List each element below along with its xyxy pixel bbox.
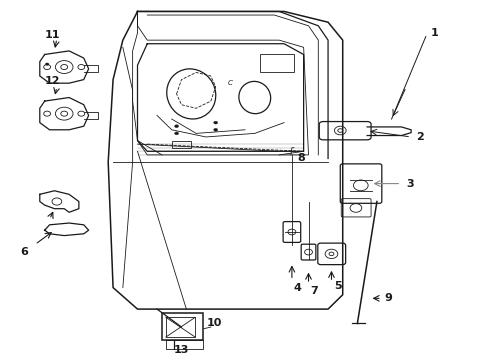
Text: 1: 1 [431, 28, 439, 38]
Text: 10: 10 [207, 319, 222, 328]
Circle shape [214, 129, 218, 131]
Text: 13: 13 [174, 345, 189, 355]
Text: 7: 7 [311, 286, 318, 296]
Text: 8: 8 [297, 153, 305, 163]
Text: 5: 5 [334, 281, 342, 291]
Text: 2: 2 [416, 132, 424, 142]
Text: 3: 3 [406, 179, 414, 189]
Circle shape [174, 125, 178, 128]
Text: 12: 12 [45, 76, 60, 86]
Text: C: C [228, 80, 233, 86]
Text: 6: 6 [20, 247, 28, 257]
Circle shape [45, 63, 49, 66]
Text: 4: 4 [294, 283, 302, 293]
Circle shape [174, 132, 178, 135]
Text: 11: 11 [45, 30, 60, 40]
Circle shape [214, 121, 218, 124]
Text: 9: 9 [384, 293, 392, 303]
